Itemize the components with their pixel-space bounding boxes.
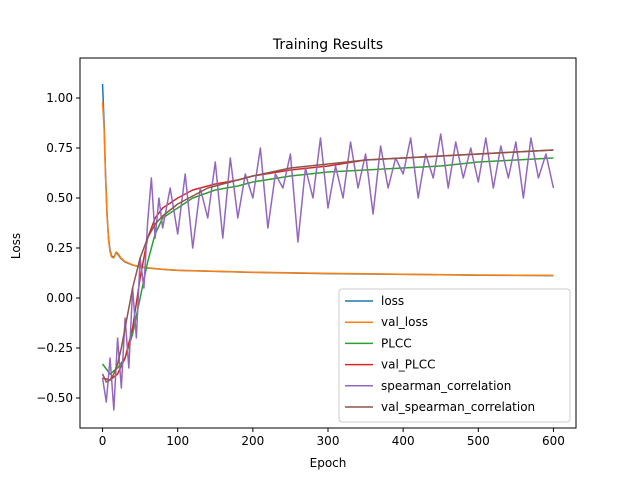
y-tick-label: 0.25 bbox=[46, 241, 73, 255]
y-axis-label: Loss bbox=[9, 233, 23, 259]
x-tick-label: 0 bbox=[99, 434, 107, 448]
legend-label: val_spearman_correlation bbox=[381, 400, 535, 414]
y-tick-label: 0.50 bbox=[46, 191, 73, 205]
legend-label: val_PLCC bbox=[381, 358, 435, 372]
legend-label: PLCC bbox=[381, 336, 412, 350]
x-tick-label: 100 bbox=[166, 434, 189, 448]
x-tick-label: 600 bbox=[542, 434, 565, 448]
series-line-val-spearman-correlation bbox=[101, 149, 554, 383]
x-tick-label: 300 bbox=[317, 434, 340, 448]
series-line-spearman-correlation bbox=[101, 133, 555, 411]
legend: loss val_loss PLCC val_PLCC spearman_correla… bbox=[338, 288, 571, 423]
x-tick-label: 200 bbox=[241, 434, 264, 448]
plot-area bbox=[101, 83, 555, 411]
plot-frame bbox=[79, 57, 577, 429]
legend-label: val_loss bbox=[381, 315, 428, 329]
x-tick-label: 500 bbox=[467, 434, 490, 448]
y-tick-label: 1.00 bbox=[46, 91, 73, 105]
y-axis-ticks: −0.50 −0.25 0.00 0.25 0.50 0.75 1.00 bbox=[36, 91, 80, 405]
legend-box bbox=[338, 288, 571, 423]
y-tick-label: 0.75 bbox=[46, 141, 73, 155]
x-axis-ticks: 0 100 200 300 400 500 600 bbox=[99, 428, 565, 448]
x-axis-label: Epoch bbox=[310, 456, 347, 470]
legend-label: spearman_correlation bbox=[381, 379, 511, 393]
y-tick-label: 0.00 bbox=[46, 291, 73, 305]
y-tick-label: −0.50 bbox=[36, 391, 73, 405]
y-tick-label: −0.25 bbox=[36, 341, 73, 355]
legend-label: loss bbox=[381, 294, 404, 308]
x-tick-label: 400 bbox=[392, 434, 415, 448]
chart-title: Training Results bbox=[272, 37, 383, 53]
